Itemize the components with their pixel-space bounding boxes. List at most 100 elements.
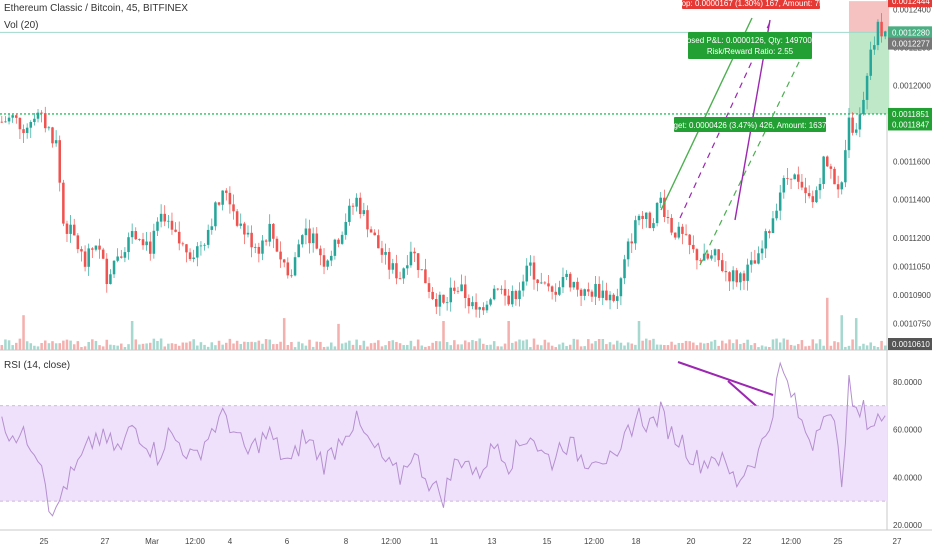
candle-body bbox=[478, 307, 481, 310]
volume-bar bbox=[713, 339, 717, 350]
candle-body bbox=[391, 263, 395, 270]
closed-pl-label-box bbox=[688, 32, 812, 59]
volume-bar bbox=[243, 341, 246, 350]
price-axis: 0.00124000.00122000.00120000.00118000.00… bbox=[888, 0, 932, 530]
candle-body bbox=[409, 251, 413, 266]
candle-body bbox=[362, 210, 366, 215]
candle-body bbox=[644, 212, 648, 220]
candle-body bbox=[369, 229, 373, 233]
candle-body bbox=[286, 262, 290, 276]
volume-bar bbox=[873, 345, 876, 350]
volume-bar bbox=[597, 339, 601, 350]
position-labels[interactable]: Stop: 0.0000167 (1.30%) 167, Amount: 750… bbox=[662, 0, 838, 132]
volume-bar bbox=[355, 339, 358, 350]
candle-body bbox=[536, 279, 539, 284]
candle-body bbox=[713, 249, 717, 256]
volume-bar bbox=[503, 343, 507, 350]
price-badge-label: 0.0012277 bbox=[892, 40, 930, 49]
volume-bar bbox=[760, 345, 764, 350]
candle-body bbox=[583, 289, 586, 296]
volume-bar bbox=[728, 339, 731, 350]
candle-body bbox=[561, 277, 565, 288]
time-tick-label: 12:00 bbox=[381, 537, 402, 546]
volume-bar bbox=[203, 344, 206, 350]
volume-bar bbox=[757, 347, 760, 350]
volume-bar bbox=[847, 345, 851, 350]
volume-bar bbox=[279, 341, 282, 350]
candle-body bbox=[503, 288, 507, 296]
candle-body bbox=[749, 260, 753, 265]
volume-bar bbox=[105, 339, 109, 350]
price-badge bbox=[888, 107, 932, 120]
volume-bar bbox=[445, 342, 449, 350]
volume-bar bbox=[351, 344, 355, 350]
candle-body bbox=[605, 290, 608, 301]
candle-body bbox=[431, 291, 434, 300]
volume-bar bbox=[688, 341, 691, 350]
volume-bar bbox=[4, 339, 7, 350]
candle-body bbox=[681, 226, 684, 234]
volume-bar bbox=[409, 340, 413, 350]
price-tick-label: 0.0011400 bbox=[893, 196, 931, 205]
volume-bar bbox=[518, 339, 521, 350]
rsi-tick-label: 60.0000 bbox=[893, 426, 922, 435]
volume-bar bbox=[311, 346, 315, 350]
volume-bar bbox=[782, 338, 786, 350]
volume-bar bbox=[384, 345, 387, 350]
candle-body bbox=[221, 190, 224, 205]
volume-bar bbox=[333, 346, 337, 350]
price-tick-label: 0.0012000 bbox=[893, 82, 931, 91]
volume-bar bbox=[293, 347, 297, 350]
candle-body bbox=[0, 121, 4, 123]
volume-bar bbox=[22, 315, 25, 350]
time-tick-label: 12:00 bbox=[584, 537, 605, 546]
candle-body bbox=[829, 166, 833, 169]
candle-body bbox=[43, 113, 47, 129]
candle-body bbox=[127, 237, 130, 253]
candle-body bbox=[51, 127, 54, 144]
candle-body bbox=[775, 210, 778, 219]
time-tick-label: Mar bbox=[145, 537, 159, 546]
volume-bar bbox=[315, 341, 319, 350]
volume-bar bbox=[156, 340, 159, 350]
candle-body bbox=[844, 150, 847, 183]
candle-body bbox=[684, 233, 688, 235]
volume-bar bbox=[43, 340, 47, 350]
volume-bar bbox=[804, 346, 807, 350]
candle-body bbox=[590, 291, 594, 297]
volume-bar bbox=[188, 341, 192, 350]
volume-bar bbox=[387, 341, 391, 350]
price-badge-label: 0.0011847 bbox=[892, 120, 930, 129]
candle-body bbox=[424, 269, 427, 284]
time-tick-label: 18 bbox=[632, 537, 641, 546]
volume-bar bbox=[101, 346, 105, 350]
volume-bar bbox=[789, 344, 793, 350]
volume-bar bbox=[214, 345, 217, 350]
volume-bar bbox=[514, 341, 518, 350]
time-tick-label: 12:00 bbox=[185, 537, 206, 546]
candle-body bbox=[742, 273, 746, 281]
candle-body bbox=[539, 282, 543, 284]
candle-body bbox=[395, 263, 398, 279]
volume-bar bbox=[163, 346, 166, 350]
candle-body bbox=[94, 245, 98, 250]
candle-body bbox=[666, 217, 670, 219]
volume-bar bbox=[775, 338, 778, 350]
volume-bar bbox=[550, 345, 554, 350]
rsi-tick-label: 20.0000 bbox=[893, 521, 922, 530]
time-tick-label: 6 bbox=[285, 537, 290, 546]
candle-body bbox=[851, 117, 854, 133]
candle-body bbox=[862, 99, 865, 115]
candle-body bbox=[196, 246, 199, 258]
candle-body bbox=[268, 223, 271, 242]
volume-bar bbox=[706, 342, 710, 350]
volume-bar bbox=[196, 345, 199, 350]
volume-bar bbox=[511, 342, 514, 350]
candle-body bbox=[54, 140, 58, 144]
candle-body bbox=[753, 260, 757, 264]
volume-bar bbox=[568, 344, 572, 350]
volume-bar bbox=[684, 340, 688, 350]
volume-bar bbox=[239, 344, 243, 350]
